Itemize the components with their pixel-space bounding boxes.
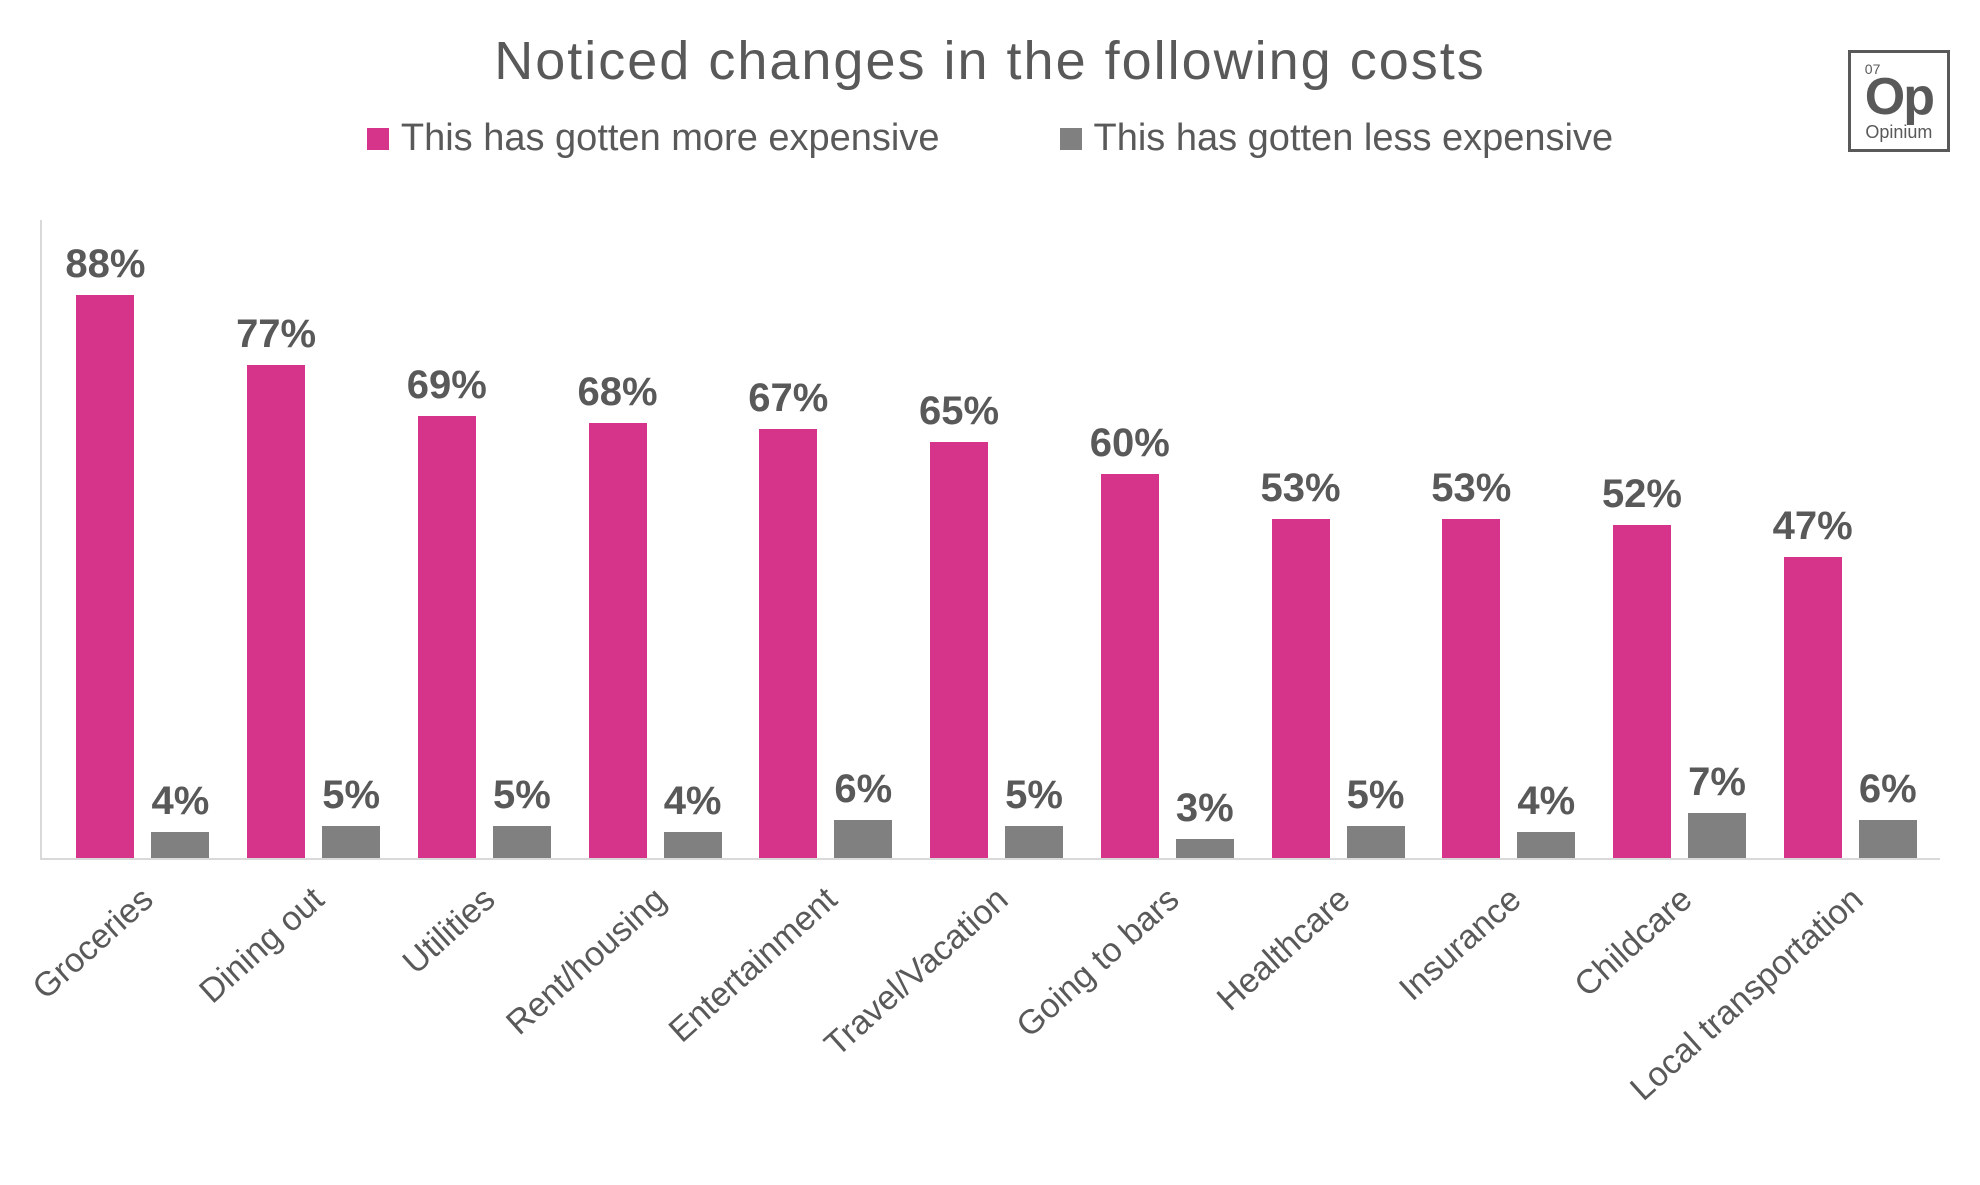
bar-wrap: 5% — [322, 773, 380, 858]
legend-swatch — [1060, 128, 1082, 150]
bar-value-label: 4% — [1517, 779, 1575, 824]
legend-swatch — [367, 128, 389, 150]
bar — [1005, 826, 1063, 858]
bar — [1442, 519, 1500, 858]
bar-value-label: 68% — [578, 370, 658, 415]
bar-group: 65% 5% — [906, 389, 1077, 858]
bar-wrap: 5% — [493, 773, 551, 858]
bar-value-label: 88% — [65, 242, 145, 287]
legend-item: This has gotten more expensive — [367, 117, 940, 160]
bar-group: 47% 6% — [1759, 504, 1930, 858]
bar-wrap: 68% — [578, 370, 658, 858]
bar-value-label: 3% — [1176, 786, 1234, 831]
bar-group: 67% 6% — [735, 376, 906, 858]
bar-value-label: 5% — [1347, 773, 1405, 818]
bar-wrap: 52% — [1602, 472, 1682, 858]
bar — [1347, 826, 1405, 858]
bar-value-label: 7% — [1688, 760, 1746, 805]
chart-legend: This has gotten more expensive This has g… — [0, 117, 1980, 160]
bar-value-label: 6% — [834, 767, 892, 812]
bar-value-label: 5% — [1005, 773, 1063, 818]
bar — [322, 826, 380, 858]
bar — [247, 365, 305, 858]
bar-wrap: 6% — [834, 767, 892, 858]
bar-value-label: 52% — [1602, 472, 1682, 517]
bar-wrap: 4% — [151, 779, 209, 858]
bar-wrap: 7% — [1688, 760, 1746, 858]
legend-item: This has gotten less expensive — [1060, 117, 1614, 160]
bar-wrap: 53% — [1431, 466, 1511, 858]
bar-group: 68% 4% — [564, 370, 735, 858]
bar — [930, 442, 988, 858]
bar — [1176, 839, 1234, 858]
bar-wrap: 53% — [1260, 466, 1340, 858]
bar-chart: 88% 4% 77% 5% 69% 5% 68% 4% 67% 6% 65% 5% 60% 3% 53% 5%… — [40, 220, 1940, 860]
bar — [1272, 519, 1330, 858]
bar — [418, 416, 476, 858]
x-label-slot: Dining out — [221, 880, 392, 1080]
legend-label: This has gotten more expensive — [401, 117, 940, 160]
x-axis-label: Utilities — [396, 880, 504, 982]
bar-value-label: 6% — [1859, 767, 1917, 812]
bar — [1613, 525, 1671, 858]
bar — [834, 820, 892, 858]
bar-value-label: 67% — [748, 376, 828, 421]
bar — [76, 295, 134, 858]
bar — [151, 832, 209, 858]
bar — [493, 826, 551, 858]
bar-value-label: 53% — [1431, 466, 1511, 511]
bar-group: 69% 5% — [393, 363, 564, 858]
bar-wrap: 60% — [1090, 421, 1170, 858]
bar-value-label: 5% — [493, 773, 551, 818]
bar — [1101, 474, 1159, 858]
bar-value-label: 4% — [664, 779, 722, 824]
x-axis-labels: GroceriesDining outUtilitiesRent/housing… — [40, 880, 1940, 1080]
brand-logo: 07 Op Opinium — [1848, 50, 1950, 152]
bar-group: 53% 5% — [1247, 466, 1418, 858]
bar-wrap: 88% — [65, 242, 145, 858]
bar — [1784, 557, 1842, 858]
bar-wrap: 5% — [1347, 773, 1405, 858]
bar-value-label: 60% — [1090, 421, 1170, 466]
bar-group: 53% 4% — [1418, 466, 1589, 858]
bar-group: 88% 4% — [52, 242, 223, 858]
bar-value-label: 47% — [1773, 504, 1853, 549]
bar-wrap: 77% — [236, 312, 316, 858]
bar — [1688, 813, 1746, 858]
bar-wrap: 3% — [1176, 786, 1234, 858]
bar-value-label: 65% — [919, 389, 999, 434]
bar — [1517, 832, 1575, 858]
bar-wrap: 6% — [1859, 767, 1917, 858]
bar-wrap: 4% — [1517, 779, 1575, 858]
x-axis-label: Groceries — [26, 880, 162, 1008]
bar-value-label: 53% — [1260, 466, 1340, 511]
bar-value-label: 77% — [236, 312, 316, 357]
bar-value-label: 69% — [407, 363, 487, 408]
bar-wrap: 4% — [664, 779, 722, 858]
x-label-slot: Local transportation — [1759, 880, 1930, 1080]
bar-value-label: 5% — [322, 773, 380, 818]
chart-title: Noticed changes in the following costs — [0, 30, 1980, 92]
bar-wrap: 67% — [748, 376, 828, 858]
x-label-slot: Insurance — [1417, 880, 1588, 1080]
bar — [664, 832, 722, 858]
bar-value-label: 4% — [151, 779, 209, 824]
logo-symbol: Op — [1865, 73, 1933, 122]
logo-name: Opinium — [1865, 122, 1933, 143]
bar — [759, 429, 817, 858]
bar — [1859, 820, 1917, 858]
bar-wrap: 47% — [1773, 504, 1853, 858]
bar-wrap: 69% — [407, 363, 487, 858]
bar-wrap: 65% — [919, 389, 999, 858]
bar-group: 77% 5% — [223, 312, 394, 858]
bar — [589, 423, 647, 858]
bar-group: 52% 7% — [1589, 472, 1760, 858]
legend-label: This has gotten less expensive — [1094, 117, 1614, 160]
bar-wrap: 5% — [1005, 773, 1063, 858]
bar-group: 60% 3% — [1076, 421, 1247, 858]
